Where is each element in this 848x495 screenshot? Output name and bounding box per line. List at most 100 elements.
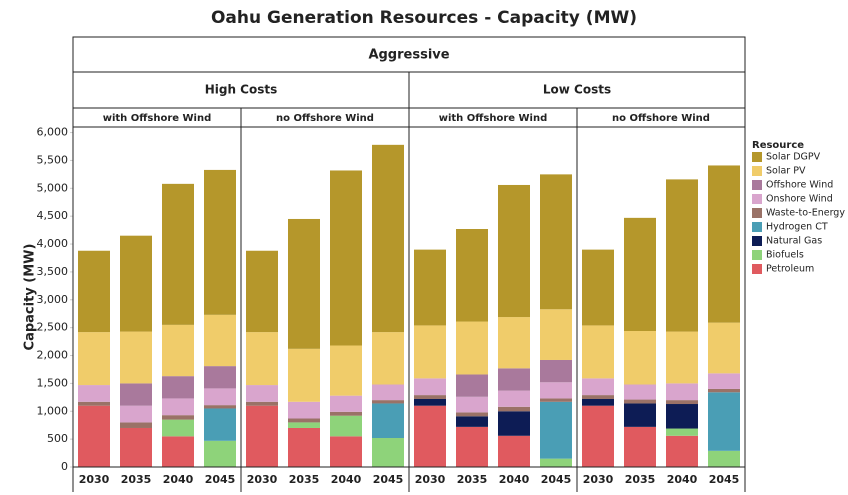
bar-segment bbox=[204, 408, 236, 441]
bar-segment bbox=[414, 399, 446, 406]
panel-header-box bbox=[576, 107, 746, 128]
bar-segment bbox=[162, 415, 194, 420]
bar-segment bbox=[666, 331, 698, 384]
bar-segment bbox=[456, 412, 488, 417]
bar-segment bbox=[246, 401, 278, 406]
group-label: Low Costs bbox=[543, 83, 611, 97]
y-tick-label: 2,000 bbox=[37, 349, 69, 362]
bar-segment bbox=[708, 165, 740, 323]
bar-segment bbox=[162, 183, 194, 325]
y-tick-label: 0 bbox=[61, 460, 68, 473]
legend-swatch bbox=[752, 222, 762, 232]
bar-segment bbox=[120, 331, 152, 384]
y-tick-label: 2,500 bbox=[37, 321, 69, 334]
bar-segment bbox=[372, 384, 404, 401]
bar-segment bbox=[708, 373, 740, 389]
x-tick-label: 2045 bbox=[541, 473, 572, 486]
legend-swatch bbox=[752, 264, 762, 274]
y-tick-label: 5,000 bbox=[37, 181, 69, 194]
x-tick-label: 2045 bbox=[373, 473, 404, 486]
bar-segment bbox=[708, 392, 740, 451]
legend-swatch bbox=[752, 180, 762, 190]
legend-label: Solar DGPV bbox=[766, 152, 821, 163]
bar-segment bbox=[624, 426, 656, 467]
bar-segment bbox=[162, 324, 194, 377]
bar-segment bbox=[540, 359, 572, 383]
bar-segment bbox=[288, 422, 320, 428]
bar-segment bbox=[288, 348, 320, 402]
bar-segment bbox=[78, 405, 110, 467]
bar-segment bbox=[372, 403, 404, 439]
bar-segment bbox=[498, 390, 530, 407]
bar-segment bbox=[120, 422, 152, 428]
y-tick-label: 6,000 bbox=[37, 126, 69, 139]
bar-segment bbox=[456, 426, 488, 467]
x-tick-label: 2030 bbox=[247, 473, 278, 486]
bar-segment bbox=[498, 317, 530, 369]
legend-label: Biofuels bbox=[766, 250, 804, 261]
legend-swatch bbox=[752, 152, 762, 162]
bar-segment bbox=[288, 401, 320, 419]
y-axis-label: Capacity (MW) bbox=[23, 244, 38, 351]
legend-label: Offshore Wind bbox=[766, 180, 833, 191]
y-tick-label: 1,500 bbox=[37, 376, 69, 389]
x-tick-label: 2040 bbox=[667, 473, 698, 486]
bar-segment bbox=[582, 378, 614, 396]
bar-segment bbox=[120, 427, 152, 467]
legend-swatch bbox=[752, 236, 762, 246]
bar-segment bbox=[204, 440, 236, 467]
y-tick-label: 1,000 bbox=[37, 404, 69, 417]
y-tick-label: 4,500 bbox=[37, 209, 69, 222]
bar-segment bbox=[456, 321, 488, 375]
bar-segment bbox=[498, 368, 530, 391]
bar-segment bbox=[708, 322, 740, 374]
bar-segment bbox=[414, 378, 446, 396]
bar-segment bbox=[288, 418, 320, 423]
x-tick-label: 2035 bbox=[625, 473, 656, 486]
bar-segment bbox=[330, 415, 362, 437]
bar-segment bbox=[246, 405, 278, 467]
bar-segment bbox=[372, 438, 404, 467]
bar-segment bbox=[414, 405, 446, 467]
x-tick-label: 2030 bbox=[583, 473, 614, 486]
bar-segment bbox=[162, 436, 194, 467]
bar-segment bbox=[204, 405, 236, 409]
bar-segment bbox=[708, 388, 740, 393]
bar-segment bbox=[162, 398, 194, 416]
bar-segment bbox=[666, 383, 698, 401]
bar-segment bbox=[78, 332, 110, 386]
bar-segment bbox=[582, 395, 614, 399]
bar-segment bbox=[330, 436, 362, 467]
bar-segment bbox=[330, 170, 362, 346]
bar-segment bbox=[372, 332, 404, 385]
bar-segment bbox=[120, 235, 152, 332]
bar-segment bbox=[414, 249, 446, 326]
panel-label: no Offshore Wind bbox=[276, 113, 374, 124]
scenario-label: Aggressive bbox=[368, 48, 449, 63]
bar-segment bbox=[708, 450, 740, 467]
bar-segment bbox=[582, 249, 614, 326]
bar-segment bbox=[78, 385, 110, 402]
x-tick-label: 2045 bbox=[205, 473, 236, 486]
panel-label: with Offshore Wind bbox=[439, 113, 548, 124]
bar-segment bbox=[372, 144, 404, 333]
x-tick-label: 2035 bbox=[121, 473, 152, 486]
bar-segment bbox=[666, 435, 698, 467]
legend-label: Hydrogen CT bbox=[766, 222, 828, 233]
panel-label: with Offshore Wind bbox=[103, 113, 212, 124]
chart-title: Oahu Generation Resources - Capacity (MW… bbox=[211, 8, 637, 28]
bar-segment bbox=[624, 399, 656, 404]
y-tick-label: 3,500 bbox=[37, 265, 69, 278]
x-tick-label: 2040 bbox=[163, 473, 194, 486]
bar-segment bbox=[540, 401, 572, 459]
bar-segment bbox=[414, 395, 446, 399]
legend-swatch bbox=[752, 208, 762, 218]
bar-segment bbox=[204, 169, 236, 315]
bar-segment bbox=[624, 217, 656, 331]
bar-segment bbox=[246, 332, 278, 386]
bar-segment bbox=[582, 325, 614, 379]
bar-segment bbox=[540, 174, 572, 310]
bar-segment bbox=[498, 411, 530, 436]
group-label: High Costs bbox=[205, 83, 278, 97]
